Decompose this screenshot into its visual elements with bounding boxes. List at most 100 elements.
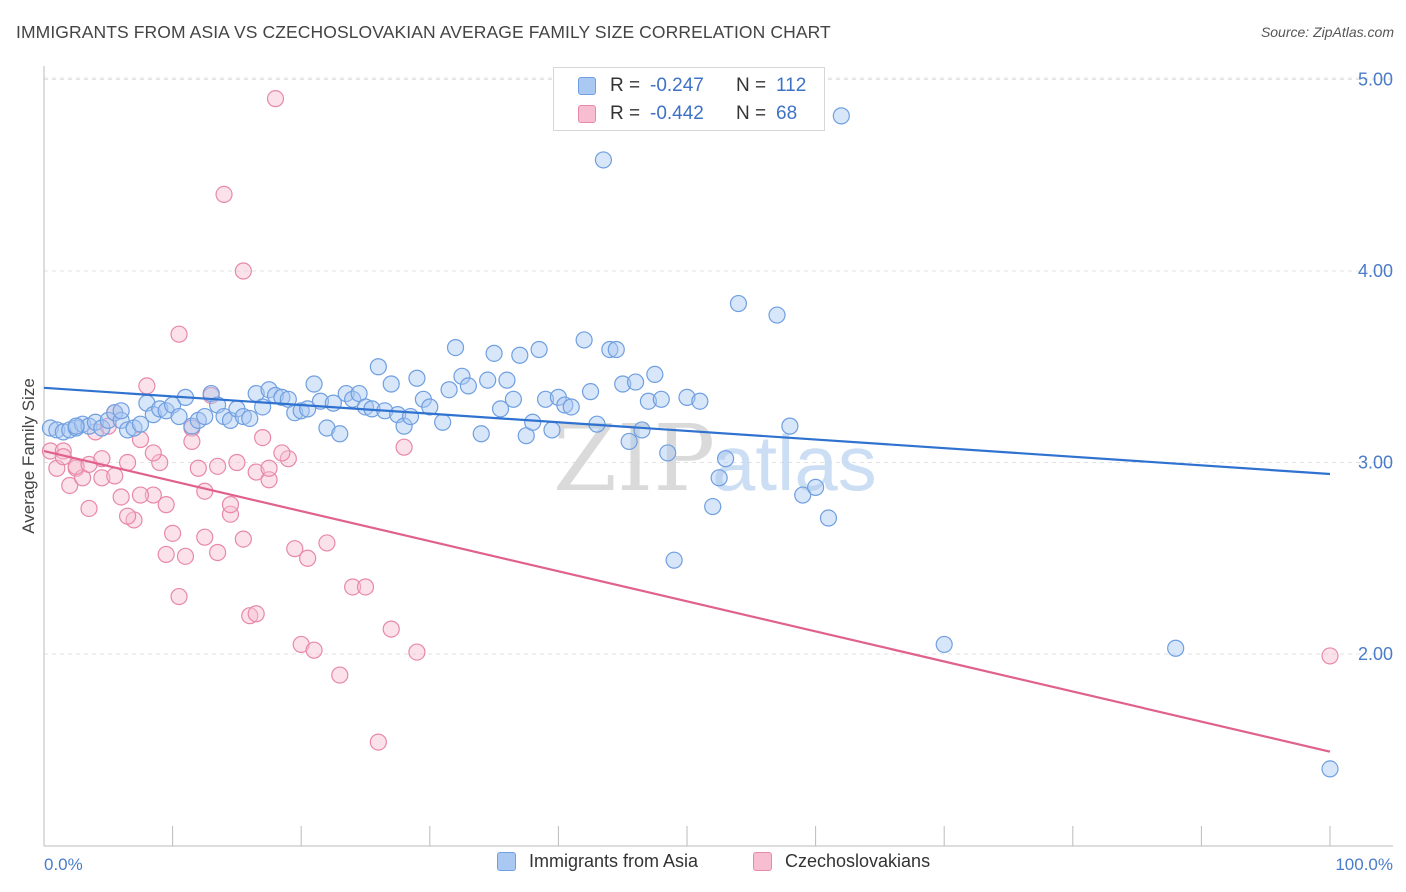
asia-point [459,377,477,395]
source-label: Source: ZipAtlas.com [1260,24,1394,40]
asia-point [704,497,722,516]
asia-point [112,411,130,429]
asia-point [511,346,529,364]
trend-lines [43,386,1331,753]
asia-point [530,340,548,359]
y-tick-labels: 2.00 3.00 4.00 5.00 [1358,70,1393,665]
asia-point [331,425,349,443]
czechoslovakians-point [106,467,124,485]
asia-point [581,383,600,401]
asia-point [935,635,953,654]
series-legend-czechoslovakians[interactable]: Czechoslovakians [753,851,930,872]
asia-point [691,392,709,410]
czechoslovakians-point [151,453,169,472]
asia-point [678,388,696,406]
asia-point [408,369,426,387]
asia-point [382,375,400,393]
czechoslovakians-point [234,530,252,548]
y-tick-label: 2.00 [1358,644,1393,664]
series-swatch-czechoslovakians [753,852,772,871]
asia-point [260,381,278,399]
asia-point [485,344,503,362]
asia-point [607,340,625,359]
asia-point [794,486,812,504]
asia-point [479,371,497,389]
asia-point [131,415,150,433]
asia-point [652,390,670,408]
czechoslovakians-point [118,453,137,472]
series-legend-asia[interactable]: Immigrants from Asia [497,851,698,872]
asia-point [305,375,323,393]
asia-point [112,402,130,420]
legend-r-value: -0.247 [650,75,704,96]
czechoslovakians-point [215,185,233,203]
czechoslovakians-point [260,459,278,477]
czechoslovakians-point [221,496,240,514]
asia-point [659,444,677,462]
legend-swatch-asia [578,77,596,95]
czechoslovakians-point [221,505,240,523]
y-tick-label: 5.00 [1358,70,1393,90]
y-axis-title: Average Family Size [19,378,38,534]
czechoslovakians-point [144,486,162,504]
czechoslovakians-point [299,549,317,567]
czechoslovakians-point [395,438,413,456]
czechoslovakians-point [157,545,175,564]
czechoslovakians-point [234,262,252,280]
legend-r-value: -0.442 [650,103,704,124]
correlation-legend: R = -0.247 N = 112 R = -0.442 N = 68 [553,67,825,131]
asia-point [234,407,252,426]
czechoslovakians-point [273,444,291,462]
czechoslovakians-point [344,578,362,596]
asia-point [601,340,619,359]
asia-point [614,375,632,393]
czechoslovakians-point [247,605,265,623]
legend-n-label: N = [736,75,767,96]
czechoslovakians-point [157,496,175,514]
asia-point [183,417,201,435]
legend-n-value: 68 [776,103,798,124]
asia-point [710,469,728,487]
legend-n-value: 112 [776,75,807,96]
asia-point [73,415,92,433]
x-tick-label-max: 100.0% [1335,855,1393,874]
asia-point [292,402,310,420]
asia-trend-line [43,386,1331,476]
asia-point [556,396,574,414]
asia-point [768,306,786,324]
czechoslovakians-point [1321,647,1339,665]
series-legend: Immigrants from Asia Czechoslovakians [0,851,1406,879]
asia-point [151,400,169,418]
czechoslovakians-point [369,733,387,751]
czechoslovakians-point [228,453,246,472]
series-label-asia: Immigrants from Asia [529,851,699,871]
czechoslovakians-point [196,482,214,500]
asia-point [196,407,214,426]
watermark-zip: ZIP [553,405,715,512]
czechoslovakians-trend-line [43,449,1331,753]
asia-point [620,432,638,451]
czechoslovakians-point [266,90,285,108]
asia-point [241,409,259,428]
czechoslovakians-point [209,543,227,562]
asia-point [781,417,799,435]
asia-point [594,151,613,169]
asia-point [434,413,452,431]
czechoslovakians-point [61,476,79,495]
asia-point [729,294,748,313]
czechoslovakians-point [241,607,259,625]
legend-row-asia: R = -0.247 N = 112 [554,72,806,100]
czechoslovakians-point [408,643,426,661]
chart-title: IMMIGRANTS FROM ASIA VS CZECHOSLOVAKIAN … [16,22,831,42]
series-swatch-asia [497,852,516,871]
czechoslovakians-point [286,540,304,558]
asia-point [498,371,516,389]
grid-lines [44,77,1393,655]
asia-point [665,551,683,569]
asia-points [41,107,1339,778]
asia-point [536,390,555,408]
asia-point [504,390,522,408]
legend-r-label: R = [610,75,641,96]
asia-point [67,417,85,435]
asia-point [369,358,387,376]
